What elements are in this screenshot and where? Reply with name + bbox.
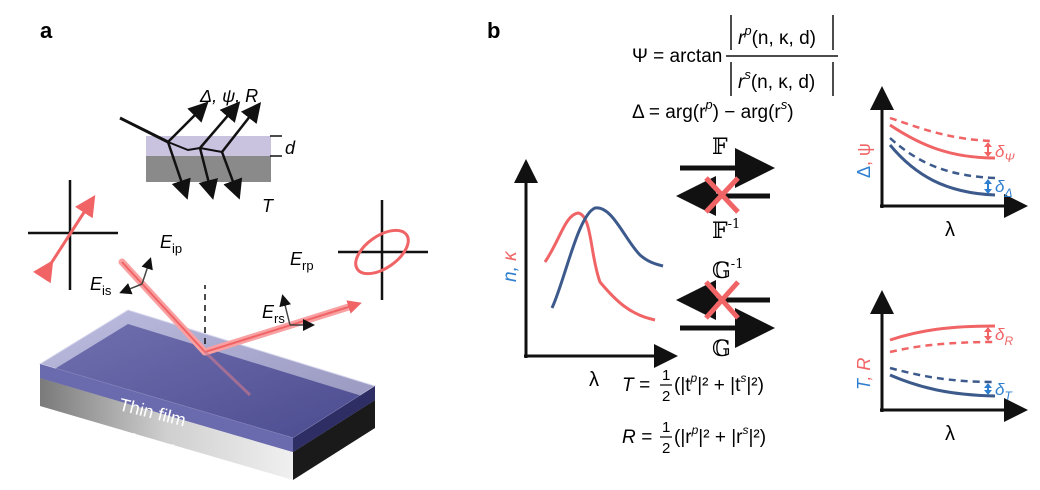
delta-psi-xlabel: λ — [945, 219, 955, 241]
inset-film-schematic — [119, 101, 282, 200]
panel-b-label: b — [487, 18, 500, 43]
t-equation: T = 1 2 (|tp|² + |ts|²) — [622, 367, 764, 405]
operator-F: 𝔽 — [712, 135, 728, 160]
n-kappa-xlabel: λ — [589, 369, 599, 391]
svg-text:rp(n, κ, d): rp(n, κ, d) — [738, 23, 816, 49]
operator-F-inverse: 𝔽-1 — [712, 217, 740, 244]
svg-text:1: 1 — [662, 419, 670, 436]
panel-a-label: a — [40, 18, 53, 43]
field-rs-label: Ers — [262, 302, 285, 326]
field-ip-label: Eip — [160, 232, 182, 256]
t-r-ylabel: T, R — [854, 358, 874, 390]
svg-text:1: 1 — [662, 367, 670, 384]
kappa-curve — [543, 211, 656, 322]
inset-bottom-label: T — [262, 196, 275, 216]
delta-delta-gap-label: δΔ — [995, 177, 1013, 200]
inset-thickness-label: d — [285, 138, 296, 158]
svg-text:2: 2 — [662, 388, 670, 405]
inset-top-label: Δ, ψ, R — [199, 86, 258, 106]
n-kappa-plot — [514, 159, 678, 368]
svg-text:(|rp|² + |rs|²): (|rp|² + |rs|²) — [674, 423, 766, 448]
svg-text:Δ = arg(rp) − arg(rs): Δ = arg(rp) − arg(rs) — [632, 97, 794, 123]
reflected-polarization-diagram — [338, 200, 428, 300]
n-kappa-ylabel: n, κ — [500, 250, 521, 282]
t-r-xlabel: λ — [945, 423, 955, 445]
psi-equation: Ψ = arctan rp(n, κ, d) rs(n, κ, d) — [632, 15, 838, 96]
r-equation: R = 1 2 (|rp|² + |rs|²) — [622, 419, 766, 457]
film-substrate-block — [38, 309, 377, 480]
svg-text:T =: T = — [622, 375, 650, 396]
svg-text:Ψ = arctan: Ψ = arctan — [632, 46, 722, 67]
delta-t-gap-label: δT — [995, 380, 1013, 403]
operator-G: 𝔾 — [712, 337, 731, 362]
svg-text:(|tp|² + |ts|²): (|tp|² + |ts|²) — [674, 371, 764, 396]
svg-text:R =: R = — [622, 427, 652, 448]
svg-text:rs(n, κ, d): rs(n, κ, d) — [738, 67, 815, 93]
field-is-label: Eis — [90, 274, 112, 298]
backward-operator-arrows — [676, 280, 775, 348]
beam-paths — [118, 257, 362, 397]
delta-psi-gap-label: δΨ — [995, 142, 1015, 165]
incident-polarization-diagram — [28, 180, 118, 290]
svg-text:2: 2 — [662, 440, 670, 457]
delta-psi-ylabel: Δ, ψ — [854, 143, 874, 178]
t-r-plot — [870, 290, 1028, 422]
field-rp-label: Erp — [290, 249, 314, 273]
n-curve — [550, 206, 664, 309]
delta-psi-plot — [870, 86, 1028, 218]
delta-equation: Δ = arg(rp) − arg(rs) — [632, 97, 794, 123]
operator-G-inverse: 𝔾-1 — [712, 257, 743, 284]
forward-operator-arrows — [676, 148, 775, 216]
delta-r-gap-label: δR — [995, 325, 1013, 348]
